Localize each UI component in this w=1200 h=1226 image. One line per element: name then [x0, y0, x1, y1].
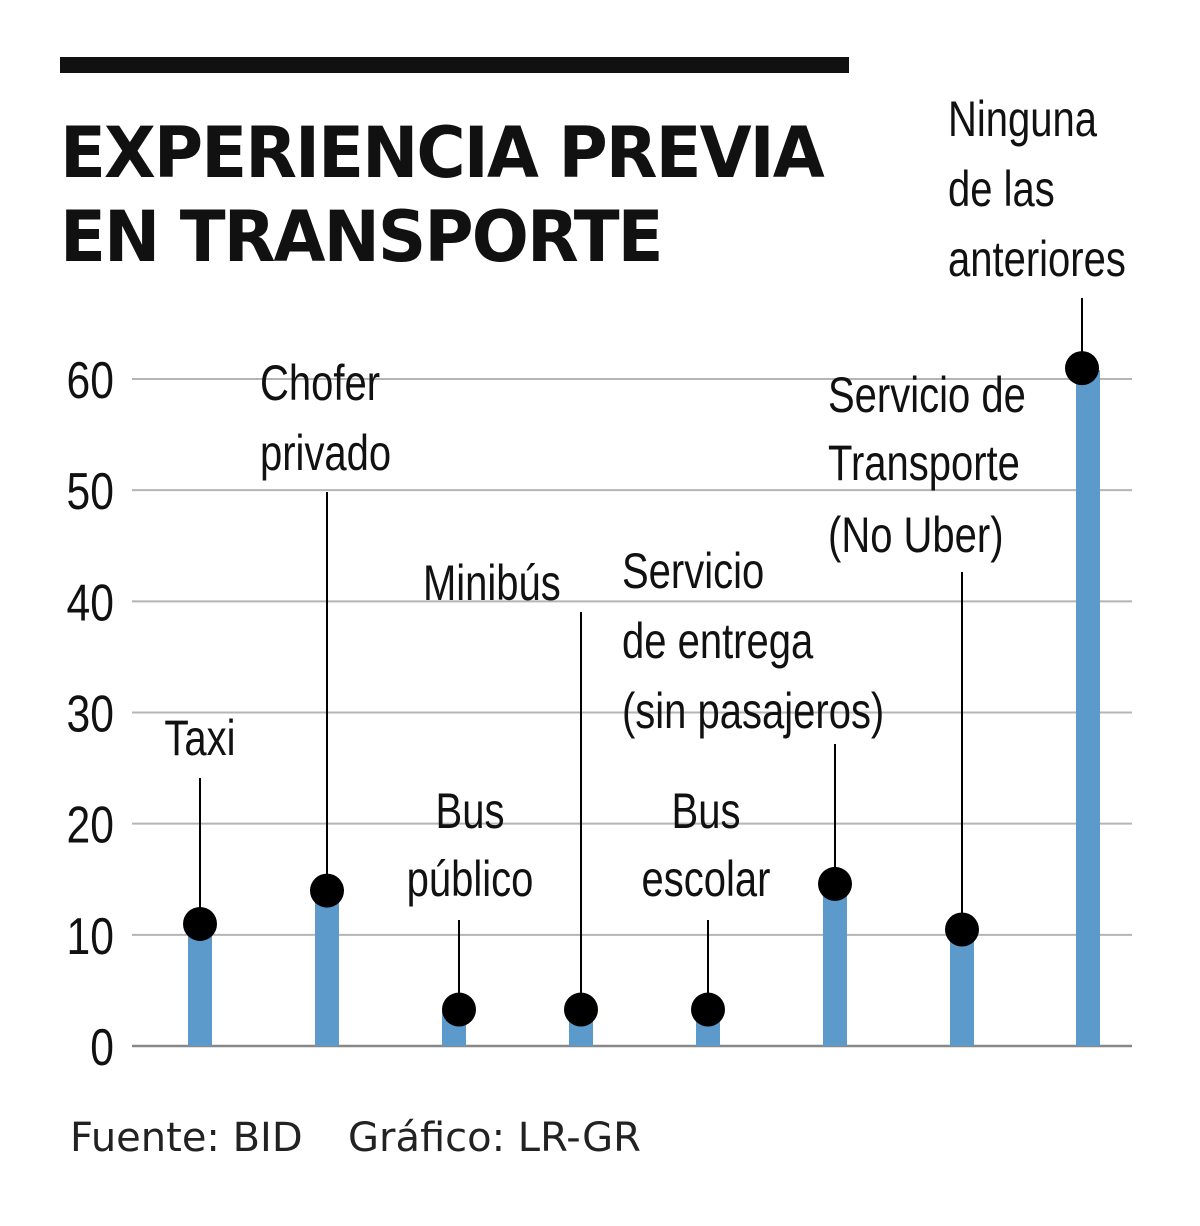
category-label: de entrega [622, 613, 814, 669]
source-note: Fuente: BID [70, 1115, 303, 1161]
data-point-marker [442, 992, 476, 1027]
y-tick-label: 50 [67, 463, 114, 521]
category-label: Servicio de [828, 367, 1026, 423]
category-label: (No Uber) [828, 507, 1004, 563]
data-point-marker [183, 906, 217, 941]
category-label: privado [260, 425, 391, 481]
category-label: Ninguna [948, 91, 1098, 147]
bar [950, 931, 974, 1046]
bar [1076, 370, 1100, 1046]
category-label: anteriores [948, 231, 1126, 287]
category-label: público [407, 851, 534, 907]
data-point-marker [691, 992, 725, 1027]
y-tick-label: 20 [67, 797, 114, 855]
bar [188, 925, 212, 1046]
data-point-marker [818, 866, 852, 901]
credit-note: Gráfico: LR-GR [348, 1115, 641, 1161]
category-label: Minibús [423, 555, 561, 611]
y-tick-label: 30 [67, 686, 114, 744]
category-label: Bus [672, 783, 741, 839]
bar [823, 885, 847, 1046]
category-label: (sin pasajeros) [622, 683, 884, 739]
chart-title-line-2: EN TRANSPORTE [60, 196, 664, 278]
category-label: Taxi [164, 710, 235, 766]
bar [315, 892, 339, 1046]
y-tick-label: 40 [67, 574, 114, 632]
data-point-marker [310, 873, 344, 908]
category-label: Bus [436, 783, 505, 839]
title-rule [60, 57, 849, 73]
y-tick-label: 10 [67, 908, 114, 966]
category-label: Servicio [622, 543, 764, 599]
category-label: escolar [642, 851, 771, 907]
data-point-marker [1065, 351, 1099, 386]
y-tick-label: 0 [90, 1019, 114, 1077]
category-label: de las [948, 161, 1055, 217]
category-label: Chofer [260, 355, 380, 411]
category-label: Transporte [828, 435, 1020, 491]
chart-title-line-1: EXPERIENCIA PREVIA [60, 112, 825, 194]
data-point-marker [564, 992, 598, 1027]
data-point-marker [945, 912, 979, 947]
y-tick-label: 60 [67, 352, 114, 410]
